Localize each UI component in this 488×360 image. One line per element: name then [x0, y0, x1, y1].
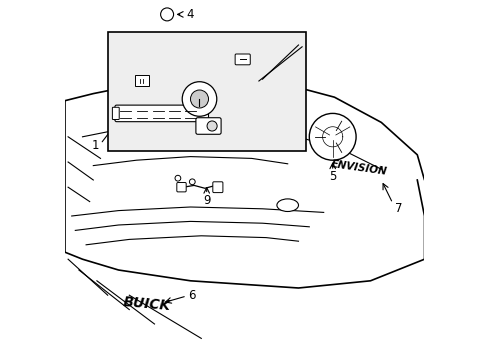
Text: 5: 5	[328, 170, 336, 183]
Text: 1: 1	[91, 139, 99, 152]
FancyBboxPatch shape	[177, 183, 186, 192]
Text: 9: 9	[203, 194, 210, 207]
Text: 7: 7	[394, 202, 402, 215]
Text: 2: 2	[124, 73, 132, 86]
Text: 4: 4	[186, 8, 194, 21]
Ellipse shape	[276, 199, 298, 212]
FancyBboxPatch shape	[235, 54, 250, 65]
Text: ENVISION: ENVISION	[330, 159, 387, 177]
Circle shape	[182, 82, 216, 116]
FancyBboxPatch shape	[212, 182, 223, 193]
Circle shape	[190, 90, 208, 108]
FancyBboxPatch shape	[134, 75, 149, 86]
FancyBboxPatch shape	[115, 105, 208, 122]
Text: 8: 8	[187, 119, 195, 132]
Circle shape	[160, 8, 173, 21]
Text: 6: 6	[188, 289, 196, 302]
Circle shape	[175, 175, 181, 181]
Circle shape	[206, 121, 217, 131]
Text: BUICK: BUICK	[122, 295, 171, 313]
FancyBboxPatch shape	[107, 32, 305, 151]
Circle shape	[189, 179, 195, 185]
FancyBboxPatch shape	[196, 118, 221, 134]
Text: 3: 3	[220, 52, 227, 65]
FancyBboxPatch shape	[112, 107, 119, 120]
Circle shape	[309, 113, 355, 160]
